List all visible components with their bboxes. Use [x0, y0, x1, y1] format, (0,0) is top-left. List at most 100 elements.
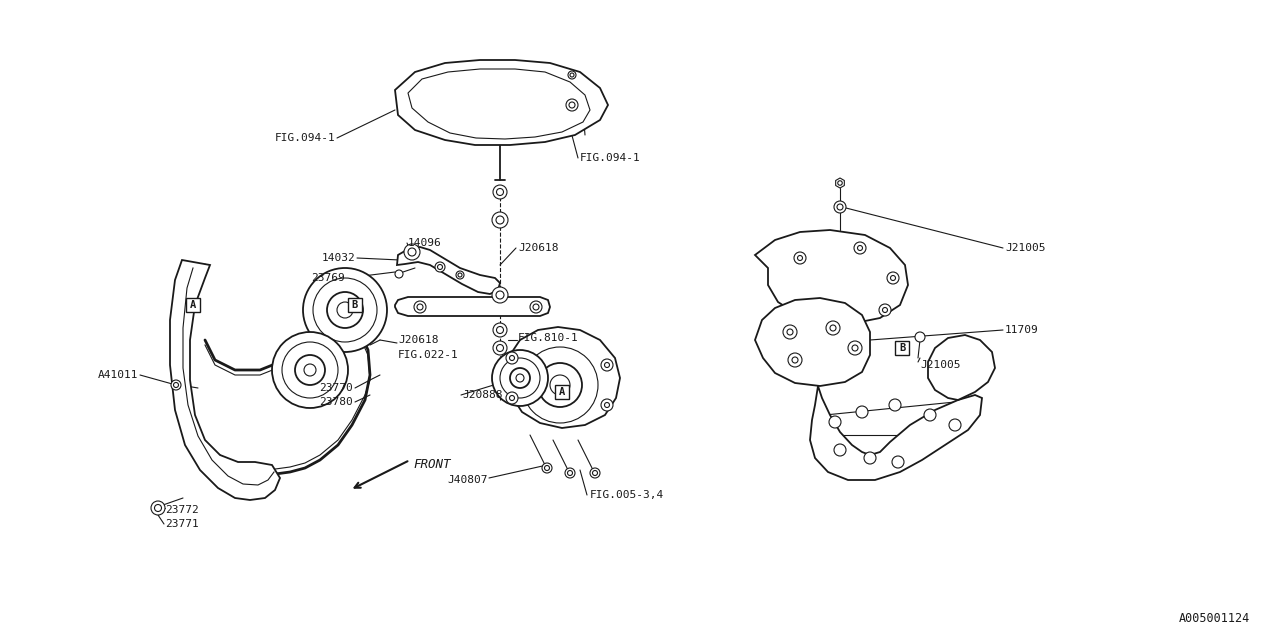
Circle shape — [567, 470, 572, 476]
Circle shape — [829, 416, 841, 428]
Text: FIG.094-1: FIG.094-1 — [274, 133, 335, 143]
Text: FIG.810-1: FIG.810-1 — [518, 333, 579, 343]
Circle shape — [538, 363, 582, 407]
Polygon shape — [928, 335, 995, 400]
Text: J21005: J21005 — [1005, 243, 1046, 253]
Circle shape — [568, 71, 576, 79]
Circle shape — [566, 99, 579, 111]
Circle shape — [303, 268, 387, 352]
Circle shape — [915, 332, 925, 342]
Circle shape — [506, 352, 518, 364]
Text: J20618: J20618 — [398, 335, 439, 345]
Circle shape — [856, 406, 868, 418]
Text: 23772: 23772 — [165, 505, 198, 515]
Circle shape — [879, 304, 891, 316]
Circle shape — [564, 468, 575, 478]
Circle shape — [924, 409, 936, 421]
Circle shape — [948, 419, 961, 431]
Text: J20888: J20888 — [462, 390, 503, 400]
Circle shape — [590, 468, 600, 478]
Circle shape — [314, 278, 378, 342]
Text: A41011: A41011 — [97, 370, 138, 380]
Circle shape — [509, 396, 515, 401]
Text: B: B — [899, 343, 905, 353]
Text: 23769: 23769 — [311, 273, 346, 283]
Circle shape — [550, 375, 570, 395]
FancyBboxPatch shape — [556, 385, 570, 399]
Circle shape — [783, 325, 797, 339]
Circle shape — [497, 189, 503, 195]
Circle shape — [604, 403, 609, 408]
Text: FRONT: FRONT — [413, 458, 451, 472]
Circle shape — [882, 307, 887, 312]
Circle shape — [864, 452, 876, 464]
Circle shape — [497, 216, 504, 224]
Circle shape — [602, 399, 613, 411]
Circle shape — [456, 271, 465, 279]
Circle shape — [837, 180, 842, 185]
Circle shape — [532, 304, 539, 310]
Circle shape — [500, 358, 540, 398]
Text: FIG.005-3,4: FIG.005-3,4 — [590, 490, 664, 500]
Circle shape — [837, 204, 844, 210]
Text: A: A — [189, 300, 196, 310]
Circle shape — [435, 262, 445, 272]
Circle shape — [413, 301, 426, 313]
Polygon shape — [397, 247, 500, 294]
Text: 23770: 23770 — [319, 383, 353, 393]
Circle shape — [408, 248, 416, 256]
Circle shape — [602, 359, 613, 371]
Text: J21005: J21005 — [920, 360, 960, 370]
Circle shape — [788, 353, 803, 367]
Circle shape — [794, 252, 806, 264]
Circle shape — [493, 185, 507, 199]
Circle shape — [516, 374, 524, 382]
Circle shape — [604, 362, 609, 367]
Circle shape — [497, 326, 503, 333]
Text: FIG.094-1: FIG.094-1 — [580, 153, 641, 163]
Circle shape — [497, 344, 503, 351]
Circle shape — [305, 364, 316, 376]
Circle shape — [849, 341, 861, 355]
FancyBboxPatch shape — [895, 341, 909, 355]
Circle shape — [826, 321, 840, 335]
Circle shape — [151, 501, 165, 515]
Text: A005001124: A005001124 — [1179, 612, 1251, 625]
Circle shape — [337, 302, 353, 318]
Polygon shape — [810, 386, 982, 480]
Circle shape — [497, 291, 504, 299]
Circle shape — [887, 272, 899, 284]
FancyBboxPatch shape — [348, 298, 362, 312]
Text: 14032: 14032 — [321, 253, 355, 263]
Circle shape — [509, 355, 515, 360]
Polygon shape — [170, 260, 280, 500]
Circle shape — [852, 345, 858, 351]
Circle shape — [892, 456, 904, 468]
Circle shape — [854, 242, 867, 254]
Circle shape — [172, 380, 180, 390]
Circle shape — [458, 273, 462, 277]
Circle shape — [522, 347, 598, 423]
Circle shape — [282, 342, 338, 398]
Polygon shape — [755, 230, 908, 323]
Circle shape — [829, 325, 836, 331]
Circle shape — [326, 292, 364, 328]
Circle shape — [417, 304, 422, 310]
Polygon shape — [396, 297, 550, 316]
Circle shape — [891, 275, 896, 280]
Circle shape — [396, 270, 403, 278]
Circle shape — [492, 212, 508, 228]
Circle shape — [155, 504, 161, 511]
Circle shape — [530, 301, 541, 313]
Circle shape — [404, 244, 420, 260]
Polygon shape — [755, 298, 870, 386]
Polygon shape — [396, 60, 608, 145]
Text: J20618: J20618 — [518, 243, 558, 253]
Circle shape — [835, 201, 846, 213]
Circle shape — [541, 463, 552, 473]
Circle shape — [570, 102, 575, 108]
Circle shape — [797, 255, 803, 260]
Text: FIG.022-1: FIG.022-1 — [398, 350, 458, 360]
Circle shape — [544, 465, 549, 470]
Polygon shape — [408, 69, 590, 139]
